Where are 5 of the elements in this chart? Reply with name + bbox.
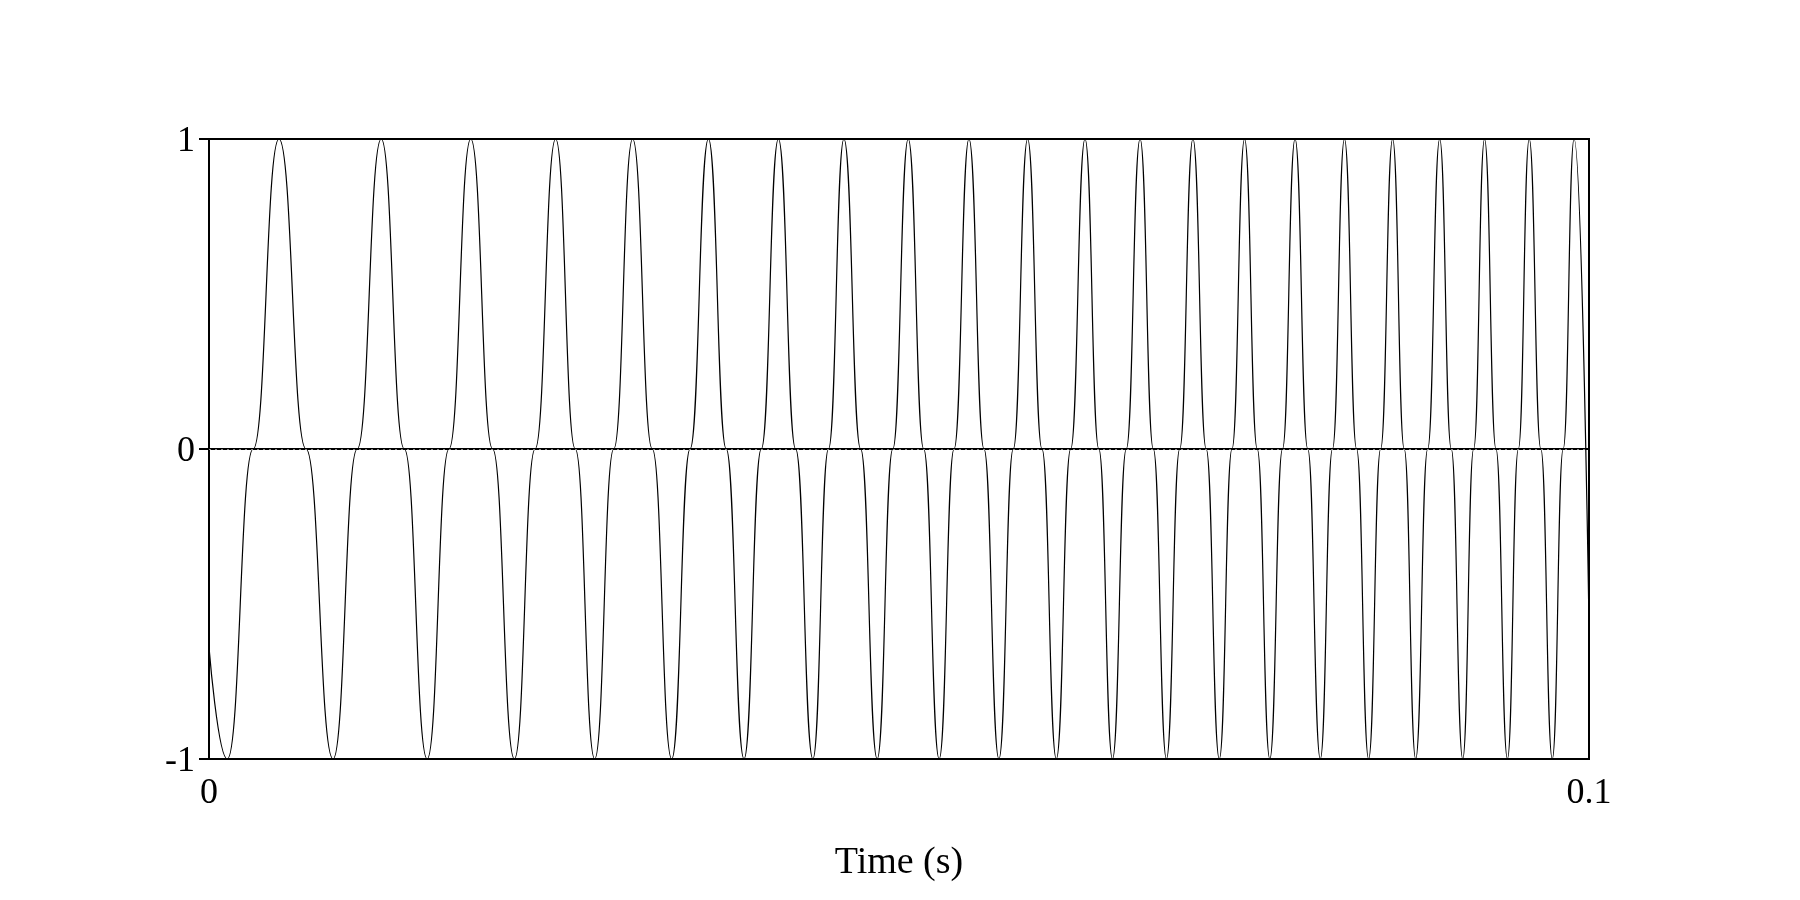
x-tick-label: 0.1 — [1566, 771, 1612, 811]
y-tick-label: -1 — [165, 739, 195, 779]
y-tick-label: 0 — [177, 429, 195, 469]
y-tick-label: 1 — [177, 119, 195, 159]
x-axis-title: Time (s) — [834, 839, 964, 882]
